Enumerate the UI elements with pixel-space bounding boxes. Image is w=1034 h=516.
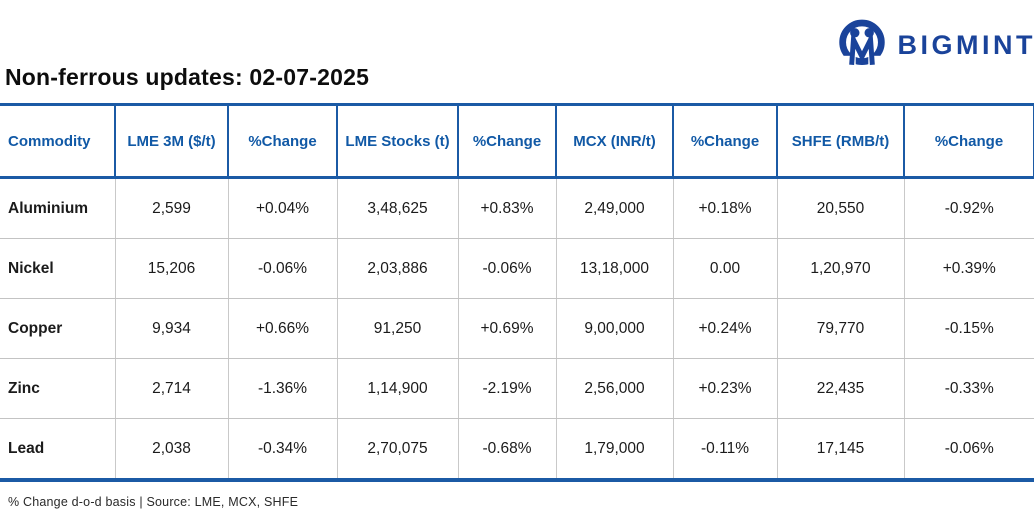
mcx-value: 13,18,000 <box>556 238 674 299</box>
lme-3m-value: 9,934 <box>115 298 229 359</box>
mcx-value: 2,56,000 <box>556 358 674 419</box>
col-header-lme-stocks: LME Stocks (t) <box>337 104 459 179</box>
col-header-lme-3m: LME 3M ($/t) <box>115 104 229 179</box>
page-title: Non-ferrous updates: 02-07-2025 <box>5 64 370 90</box>
shfe-value: 17,145 <box>777 418 905 480</box>
shfe-change: -0.06% <box>904 418 1034 480</box>
lme-stocks-change: +0.83% <box>458 177 557 239</box>
lme-3m-value: 2,038 <box>115 418 229 480</box>
lme-stocks-value: 91,250 <box>337 298 459 359</box>
lme-3m-change: -1.36% <box>228 358 338 419</box>
price-table-wrap: Commodity LME 3M ($/t) %Change LME Stock… <box>0 103 1034 482</box>
mcx-change: +0.24% <box>673 298 778 359</box>
lme-3m-change: -0.34% <box>228 418 338 480</box>
table-row-aluminium: Aluminium 2,599 +0.04% 3,48,625 +0.83% 2… <box>0 177 1034 239</box>
header-row: Commodity LME 3M ($/t) %Change LME Stock… <box>0 104 1034 179</box>
lme-stocks-value: 2,70,075 <box>337 418 459 480</box>
shfe-value: 1,20,970 <box>777 238 905 299</box>
lme-3m-value: 2,599 <box>115 177 229 239</box>
lme-3m-value: 15,206 <box>115 238 229 299</box>
mcx-change: -0.11% <box>673 418 778 480</box>
shfe-value: 22,435 <box>777 358 905 419</box>
mcx-change: 0.00 <box>673 238 778 299</box>
lme-stocks-value: 3,48,625 <box>337 177 459 239</box>
bigmint-brand-text: BIGMINT <box>897 29 1034 60</box>
mcx-value: 2,49,000 <box>556 177 674 239</box>
col-header-shfe: SHFE (RMB/t) <box>777 104 905 179</box>
mcx-change: +0.23% <box>673 358 778 419</box>
col-header-commodity: Commodity <box>0 104 116 179</box>
mcx-value: 1,79,000 <box>556 418 674 480</box>
lme-3m-change: +0.04% <box>228 177 338 239</box>
col-header-lme-3m-change: %Change <box>228 104 338 179</box>
lme-3m-change: -0.06% <box>228 238 338 299</box>
table-row-zinc: Zinc 2,714 -1.36% 1,14,900 -2.19% 2,56,0… <box>0 358 1034 419</box>
table-row-lead: Lead 2,038 -0.34% 2,70,075 -0.68% 1,79,0… <box>0 418 1034 480</box>
lme-stocks-change: -0.06% <box>458 238 557 299</box>
bigmint-logo: BIGMINT <box>835 18 1034 72</box>
lme-stocks-change: +0.69% <box>458 298 557 359</box>
commodity-name: Zinc <box>0 358 116 419</box>
shfe-change: +0.39% <box>904 238 1034 299</box>
shfe-value: 79,770 <box>777 298 905 359</box>
mcx-change: +0.18% <box>673 177 778 239</box>
price-table: Commodity LME 3M ($/t) %Change LME Stock… <box>0 103 1034 482</box>
col-header-mcx-change: %Change <box>673 104 778 179</box>
shfe-change: -0.33% <box>904 358 1034 419</box>
table-row-nickel: Nickel 15,206 -0.06% 2,03,886 -0.06% 13,… <box>0 238 1034 299</box>
lme-stocks-change: -2.19% <box>458 358 557 419</box>
lme-stocks-value: 2,03,886 <box>337 238 459 299</box>
col-header-lme-stocks-change: %Change <box>458 104 557 179</box>
lme-3m-change: +0.66% <box>228 298 338 359</box>
lme-stocks-value: 1,14,900 <box>337 358 459 419</box>
commodity-name: Lead <box>0 418 116 480</box>
bigmint-logo-icon <box>835 18 889 72</box>
shfe-change: -0.92% <box>904 177 1034 239</box>
commodity-name: Copper <box>0 298 116 359</box>
lme-3m-value: 2,714 <box>115 358 229 419</box>
col-header-mcx: MCX (INR/t) <box>556 104 674 179</box>
col-header-shfe-change: %Change <box>904 104 1034 179</box>
shfe-value: 20,550 <box>777 177 905 239</box>
commodity-name: Nickel <box>0 238 116 299</box>
table-row-copper: Copper 9,934 +0.66% 91,250 +0.69% 9,00,0… <box>0 298 1034 359</box>
shfe-change: -0.15% <box>904 298 1034 359</box>
source-note: % Change d-o-d basis | Source: LME, MCX,… <box>8 495 299 509</box>
commodity-name: Aluminium <box>0 177 116 239</box>
lme-stocks-change: -0.68% <box>458 418 557 480</box>
mcx-value: 9,00,000 <box>556 298 674 359</box>
